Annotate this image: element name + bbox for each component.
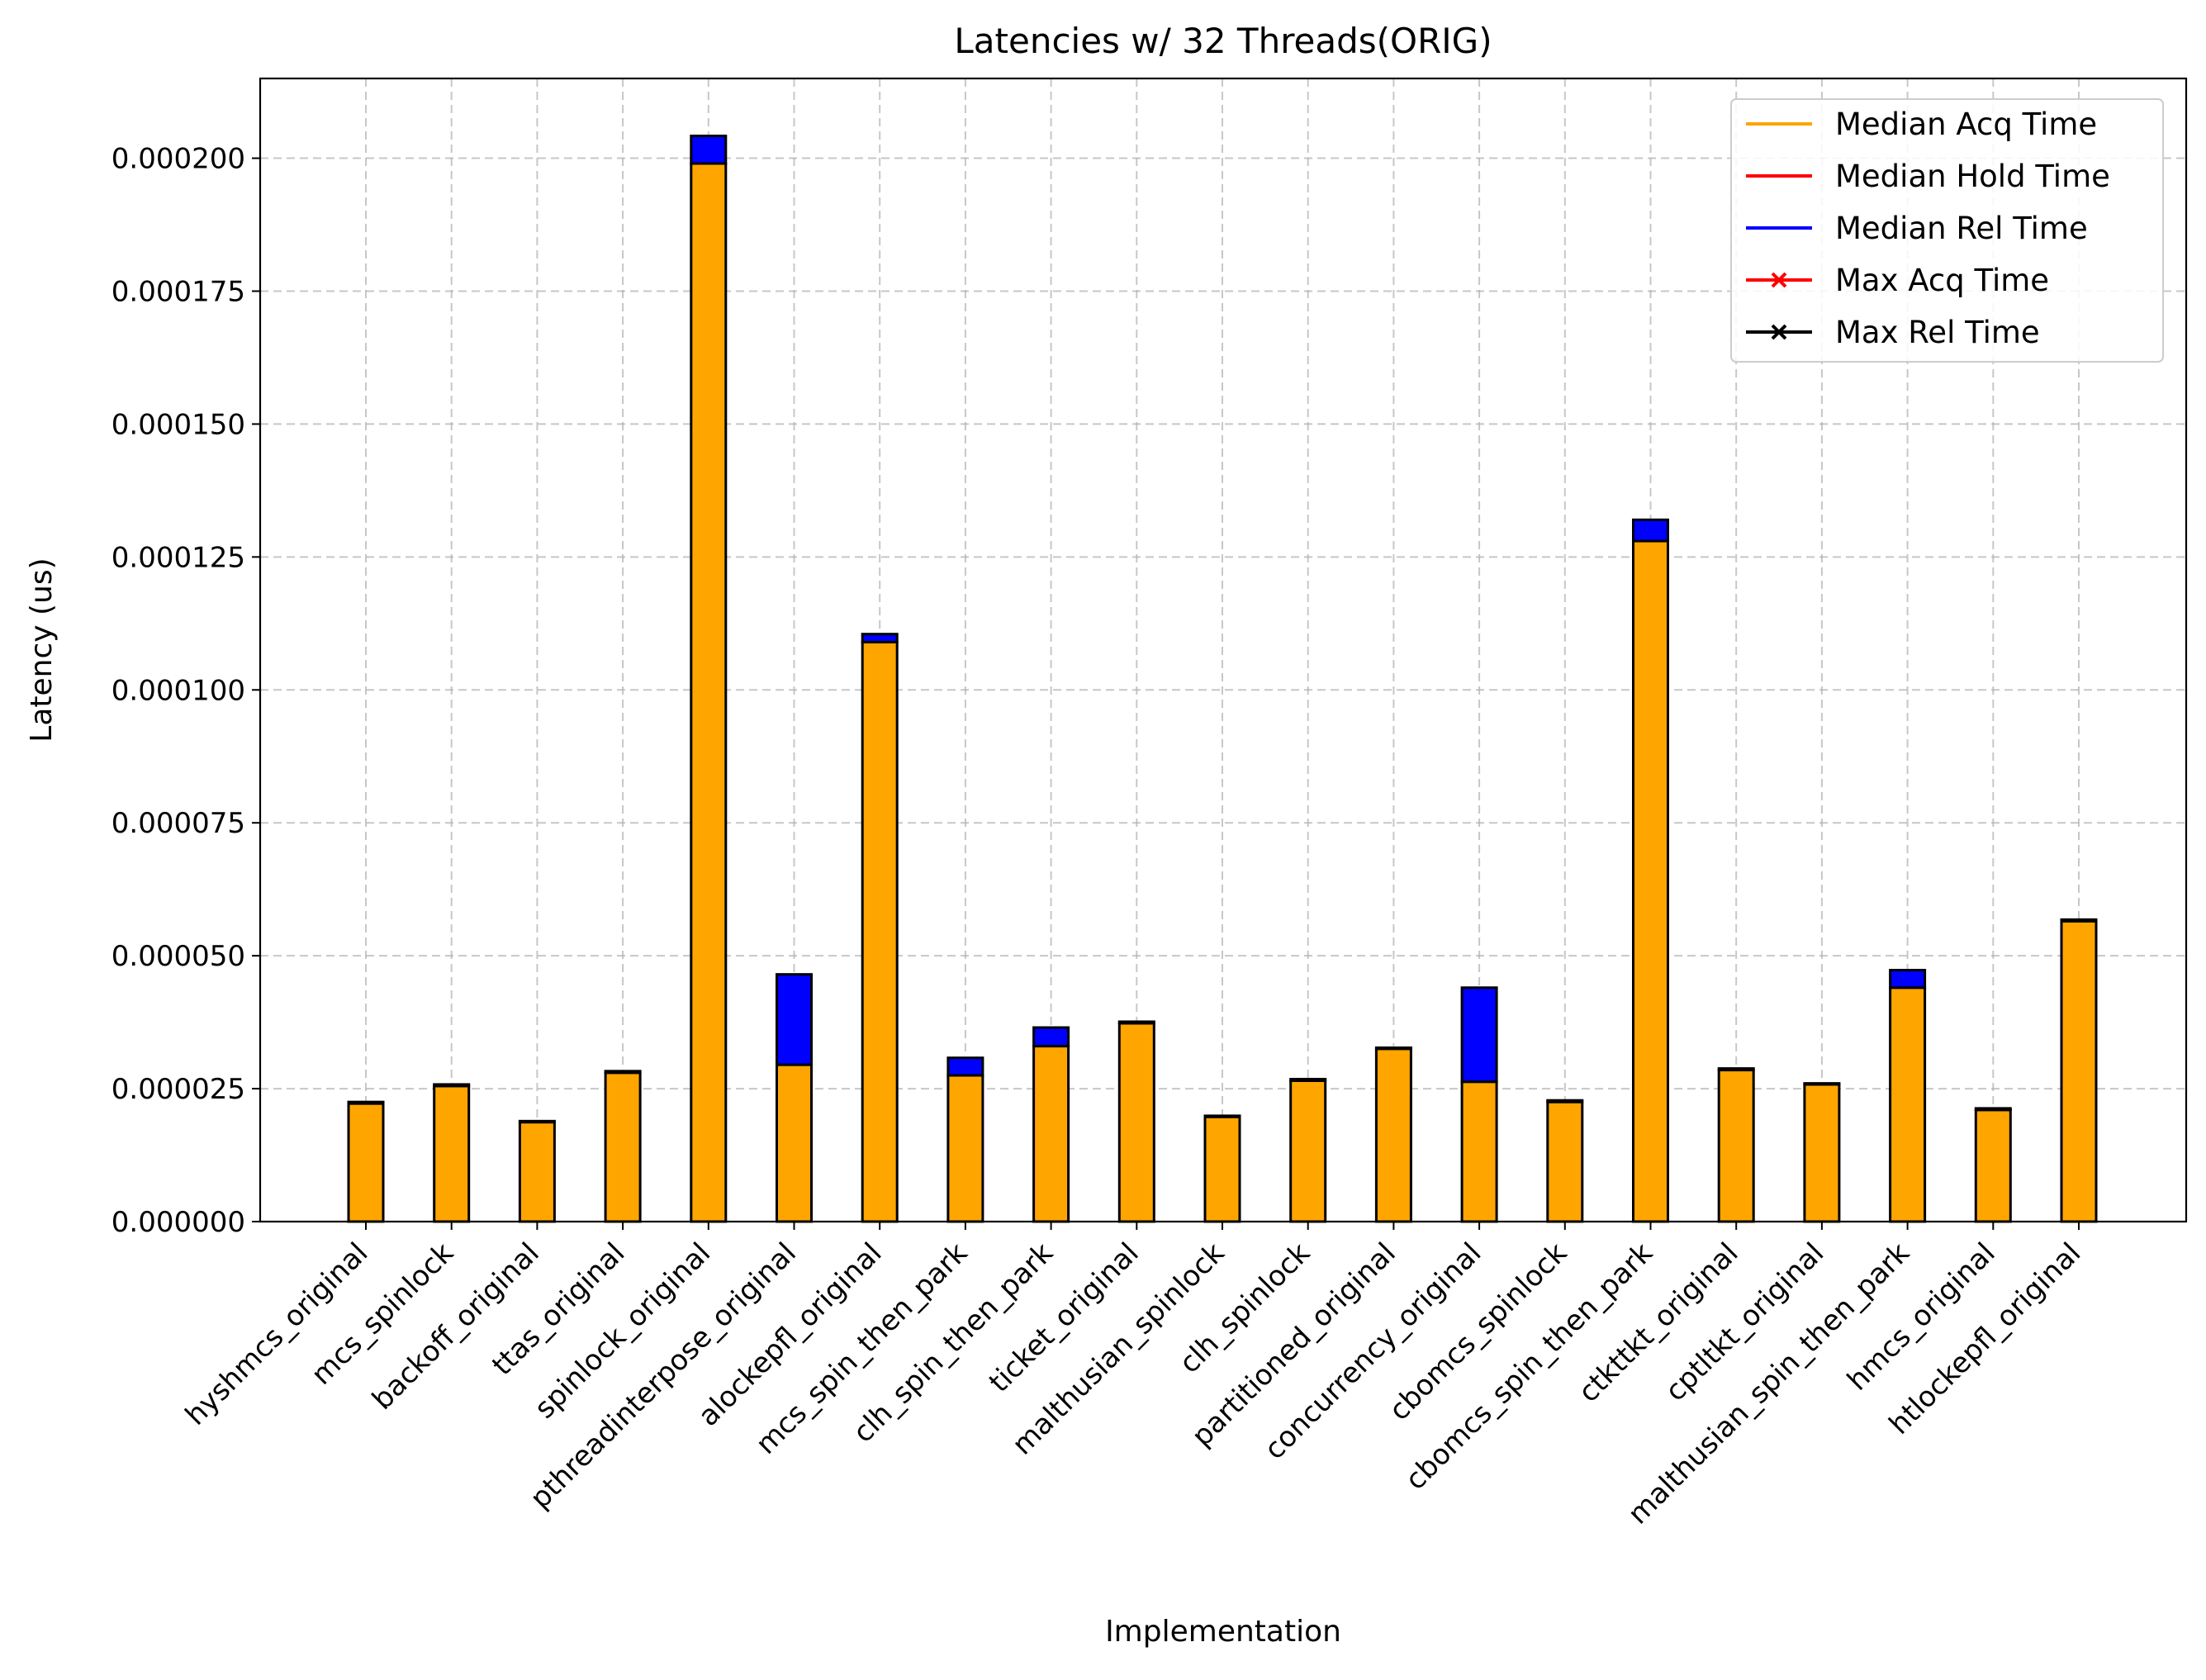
y-tick-label: 0.000200 [111, 143, 245, 176]
y-tick-label: 0.000125 [111, 541, 245, 574]
bar-median-acq-time [1374, 1047, 1412, 1223]
bar-median-rel-time [690, 135, 728, 165]
legend-label: Median Rel Time [1835, 211, 2088, 246]
legend-item: Median Hold Time [1746, 159, 2110, 194]
bar-median-rel-time [776, 973, 813, 1066]
y-tick-label: 0.000175 [111, 275, 245, 308]
bar-median-rel-time [1374, 1046, 1412, 1051]
x-axis-label: Implementation [1105, 1615, 1341, 1649]
bar-median-rel-time [2060, 918, 2098, 923]
bar-median-acq-time [776, 1063, 813, 1223]
bar-median-rel-time [604, 1070, 642, 1075]
y-tick-label: 0.000050 [111, 940, 245, 973]
bar-median-acq-time [1032, 1045, 1070, 1223]
y-axis-label: Latency (us) [25, 558, 59, 742]
bar-median-rel-time [861, 633, 899, 643]
bar-median-rel-time [347, 1100, 385, 1105]
bar-median-rel-time [1032, 1026, 1070, 1048]
y-tick-label: 0.000100 [111, 674, 245, 707]
legend-item: Median Rel Time [1746, 211, 2088, 246]
y-tick-label: 0.000075 [111, 807, 245, 840]
legend: Median Acq Time Median Hold Time Median Re… [1730, 98, 2164, 363]
legend-box [1730, 98, 2164, 363]
legend-item: Max Rel Time [1746, 315, 2040, 350]
bar-median-rel-time [433, 1083, 471, 1088]
y-tick-label: 0.000150 [111, 408, 245, 441]
bar-median-rel-time [1117, 1020, 1155, 1025]
bar-median-rel-time [1546, 1099, 1584, 1103]
bar-median-acq-time [690, 162, 728, 1223]
bar-median-rel-time [518, 1119, 556, 1124]
legend-label: Max Rel Time [1835, 315, 2040, 350]
bars [347, 135, 2098, 1223]
bar-median-rel-time [946, 1056, 984, 1077]
bar-median-acq-time [1889, 986, 1927, 1223]
bar-median-acq-time [1717, 1069, 1755, 1223]
bar-median-acq-time [1117, 1022, 1155, 1223]
bar-median-acq-time [433, 1084, 471, 1223]
legend-label: Median Hold Time [1835, 159, 2110, 194]
chart-title: Latencies w/ 32 Threads(ORIG) [954, 21, 1492, 61]
bar-median-acq-time [518, 1121, 556, 1223]
bar-median-rel-time [1632, 518, 1669, 543]
bar-median-rel-time [1289, 1077, 1327, 1082]
legend-item: Max Acq Time [1746, 263, 2049, 298]
bar-median-acq-time [946, 1074, 984, 1223]
bar-median-acq-time [2060, 919, 2098, 1223]
legend-label: Max Acq Time [1835, 263, 2049, 298]
bar-median-acq-time [1546, 1100, 1584, 1223]
bar-median-acq-time [604, 1071, 642, 1223]
bar-median-acq-time [1803, 1083, 1841, 1223]
legend-item: Median Acq Time [1746, 107, 2097, 142]
bar-median-rel-time [1717, 1067, 1755, 1072]
legend-label: Median Acq Time [1835, 107, 2097, 142]
bar-median-rel-time [1974, 1107, 2012, 1112]
bar-median-acq-time [1203, 1115, 1241, 1223]
bar-median-acq-time [1632, 539, 1669, 1223]
bar-median-acq-time [1460, 1080, 1498, 1223]
bar-median-acq-time [861, 640, 899, 1223]
y-tick-label: 0.000000 [111, 1206, 245, 1239]
bar-median-rel-time [1460, 986, 1498, 1084]
legend-x-marker [1771, 272, 1787, 288]
bar-median-rel-time [1889, 969, 1927, 989]
y-tick-label: 0.000025 [111, 1073, 245, 1106]
bar-median-acq-time [1289, 1079, 1327, 1223]
bar-median-acq-time [347, 1102, 385, 1223]
legend-x-marker [1771, 324, 1787, 340]
bar-median-rel-time [1203, 1114, 1241, 1118]
bar-median-acq-time [1974, 1108, 2012, 1223]
